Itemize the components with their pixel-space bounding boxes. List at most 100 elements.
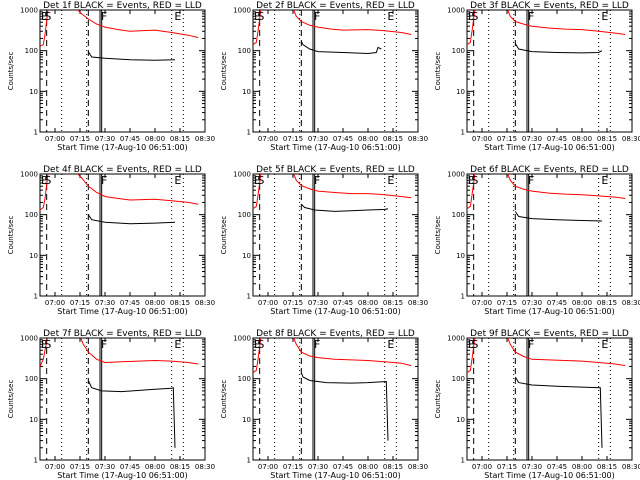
y-axis-label: Counts/sec xyxy=(434,216,442,255)
annotation-label: E xyxy=(41,174,48,187)
annotation-label: F xyxy=(314,174,320,187)
y-tick-label: 1 xyxy=(461,129,465,137)
annotation-label: S xyxy=(44,174,51,187)
annotation-label: S xyxy=(471,174,478,187)
y-tick-label: 1 xyxy=(34,293,38,301)
y-tick-label: 10 xyxy=(242,88,251,96)
lld-series-line xyxy=(40,338,199,367)
annotation-label: E xyxy=(174,174,181,187)
x-tick-label: 07:30 xyxy=(522,299,542,307)
x-tick-label: 08:00 xyxy=(572,135,592,143)
lld-series-line xyxy=(40,10,199,47)
x-axis-label: Start Time (17-Aug-10 06:51:00) xyxy=(484,143,615,152)
lld-series-line xyxy=(253,338,412,374)
y-tick-label: 1000 xyxy=(20,171,38,179)
x-tick-label: 07:45 xyxy=(120,299,140,307)
x-tick-label: 08:15 xyxy=(383,463,403,471)
x-tick-label: 08:30 xyxy=(408,463,428,471)
annotation-label: E xyxy=(174,338,181,351)
detector-panel-5: Det 5f BLACK = Events, RED = LLD 07:00 07:… xyxy=(220,165,428,316)
panel-title: Det 1f BLACK = Events, RED = LLD xyxy=(43,1,202,11)
events-series-line xyxy=(300,41,382,55)
annotation-label: F xyxy=(314,338,320,351)
x-tick-label: 07:45 xyxy=(547,463,567,471)
y-tick-label: 1000 xyxy=(233,171,251,179)
events-series-line xyxy=(514,376,603,448)
plot-frame xyxy=(252,9,419,133)
x-tick-label: 07:15 xyxy=(497,299,517,307)
x-tick-label: 07:00 xyxy=(45,299,65,307)
plot-frame xyxy=(252,337,419,461)
x-tick-label: 08:00 xyxy=(572,299,592,307)
annotation-label: E xyxy=(41,338,48,351)
x-tick-label: 08:00 xyxy=(145,463,165,471)
y-tick-label: 10 xyxy=(242,416,251,424)
x-tick-label: 07:00 xyxy=(258,135,278,143)
annotation-label: F xyxy=(101,174,107,187)
panel-title: Det 3f BLACK = Events, RED = LLD xyxy=(470,1,629,11)
annotation-label: S xyxy=(44,10,51,23)
annotation-label: S xyxy=(257,338,264,351)
annotation-label: E xyxy=(387,174,394,187)
y-tick-label: 10 xyxy=(29,416,38,424)
events-series-line xyxy=(87,380,176,448)
y-axis-label: Counts/sec xyxy=(7,380,15,419)
annotation-label: S xyxy=(257,174,264,187)
y-tick-label: 100 xyxy=(25,211,38,219)
y-axis-label: Counts/sec xyxy=(220,216,228,255)
y-tick-label: 1000 xyxy=(447,7,465,15)
y-tick-label: 1 xyxy=(247,293,251,301)
y-tick-label: 100 xyxy=(452,47,465,55)
plot-frame xyxy=(39,173,206,297)
annotation-label: S xyxy=(471,338,478,351)
x-tick-label: 08:30 xyxy=(622,299,640,307)
x-tick-label: 08:15 xyxy=(383,299,403,307)
annotation-label: F xyxy=(528,174,534,187)
x-tick-label: 07:30 xyxy=(522,135,542,143)
annotation-label: E xyxy=(601,174,608,187)
y-tick-label: 1000 xyxy=(447,335,465,343)
x-tick-label: 07:45 xyxy=(547,299,567,307)
panel-title: Det 4f BLACK = Events, RED = LLD xyxy=(43,165,202,175)
x-tick-label: 07:45 xyxy=(120,135,140,143)
events-series-line xyxy=(514,211,603,222)
x-axis-label: Start Time (17-Aug-10 06:51:00) xyxy=(270,471,401,480)
x-axis-label: Start Time (17-Aug-10 06:51:00) xyxy=(270,307,401,316)
y-tick-label: 1 xyxy=(461,457,465,465)
annotation-label: E xyxy=(254,174,261,187)
annotation-label: E xyxy=(254,10,261,23)
lld-series-line xyxy=(467,10,626,46)
panel-title: Det 8f BLACK = Events, RED = LLD xyxy=(256,329,415,339)
lld-series-line xyxy=(253,174,412,210)
x-tick-label: 08:15 xyxy=(170,135,190,143)
annotation-label: F xyxy=(101,338,107,351)
annotation-label: S xyxy=(44,338,51,351)
x-tick-label: 07:15 xyxy=(70,135,90,143)
y-tick-label: 100 xyxy=(238,375,251,383)
annotation-label: E xyxy=(387,338,394,351)
detector-panel-4: Det 4f BLACK = Events, RED = LLD 07:00 07:… xyxy=(7,165,215,316)
y-tick-label: 1 xyxy=(34,129,38,137)
plot-frame xyxy=(466,337,633,461)
x-tick-label: 08:15 xyxy=(597,299,617,307)
x-tick-label: 07:30 xyxy=(95,299,115,307)
x-tick-label: 08:15 xyxy=(383,135,403,143)
panel-title: Det 2f BLACK = Events, RED = LLD xyxy=(256,1,415,11)
x-tick-label: 07:00 xyxy=(45,463,65,471)
x-tick-label: 08:00 xyxy=(358,135,378,143)
annotation-label: F xyxy=(528,10,534,23)
x-tick-label: 07:00 xyxy=(45,135,65,143)
panel-title: Det 7f BLACK = Events, RED = LLD xyxy=(43,329,202,339)
detector-panel-3: Det 3f BLACK = Events, RED = LLD 07:00 07:… xyxy=(434,1,640,152)
x-tick-label: 08:00 xyxy=(145,135,165,143)
x-tick-label: 08:15 xyxy=(170,463,190,471)
y-axis-label: Counts/sec xyxy=(220,380,228,419)
y-tick-label: 100 xyxy=(25,47,38,55)
y-axis-label: Counts/sec xyxy=(220,52,228,91)
y-tick-label: 1 xyxy=(461,293,465,301)
x-tick-label: 08:30 xyxy=(195,463,215,471)
y-tick-label: 1 xyxy=(247,457,251,465)
x-tick-label: 07:15 xyxy=(70,463,90,471)
y-tick-label: 100 xyxy=(238,211,251,219)
x-tick-label: 08:15 xyxy=(597,135,617,143)
